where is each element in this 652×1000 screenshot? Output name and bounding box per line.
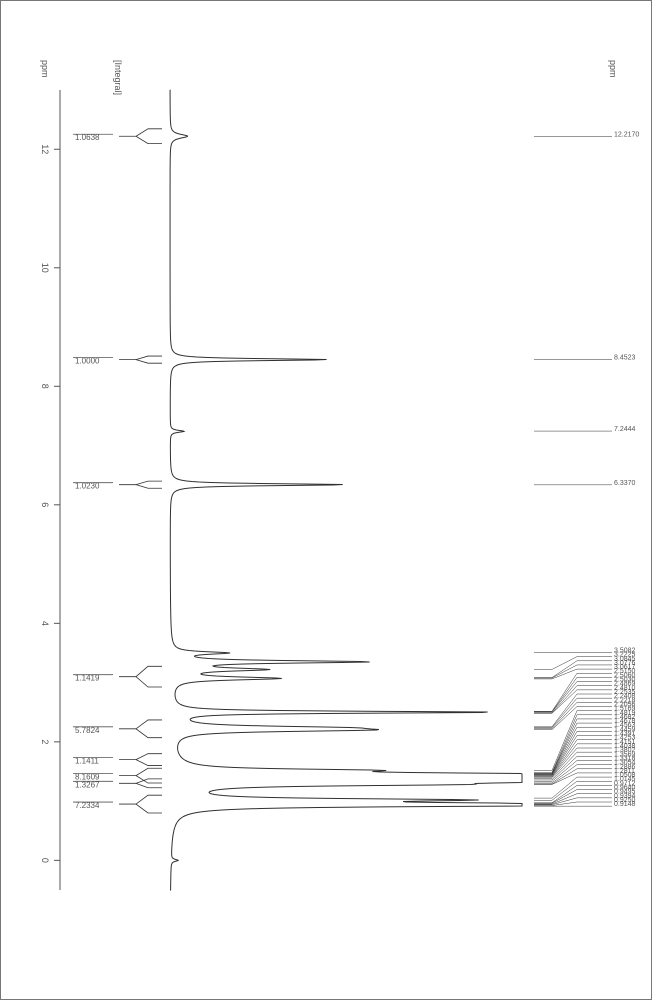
peak-leader [534, 657, 612, 670]
peak-leader [534, 665, 612, 678]
axis-tick-label: 10 [40, 263, 50, 273]
integral-bracket [136, 768, 162, 783]
integral-value: 8.1609 [75, 773, 100, 782]
integral-value: 5.7824 [75, 726, 100, 735]
integral-bracket [136, 720, 162, 738]
integral-bracket [136, 481, 162, 488]
peak-ppm-label: 6.3370 [614, 480, 636, 487]
peak-leader [534, 690, 612, 713]
peak-ppm-label: 12.2170 [614, 131, 639, 138]
spectrum-trace [170, 90, 522, 890]
integral-bracket [136, 795, 162, 813]
integral-value: 1.0000 [75, 357, 100, 366]
peak-leader [534, 777, 612, 798]
peak-leader [534, 682, 612, 712]
peak-leader [534, 736, 612, 776]
integral-bracket [136, 754, 162, 766]
axis-tick-label: 8 [40, 384, 50, 389]
axis-tick-label: 6 [40, 502, 50, 507]
integral-axis-label: [Integral] [113, 60, 123, 95]
peak-leader [534, 706, 612, 729]
integral-bracket [136, 356, 162, 363]
integral-value: 1.0638 [75, 133, 100, 142]
peak-ppm-label: 8.4523 [614, 354, 636, 361]
axis-tick-label: 2 [40, 739, 50, 744]
frame-border [1, 1, 652, 1000]
axis-tick-label: 12 [40, 144, 50, 154]
integral-value: 1.1411 [75, 757, 99, 766]
nmr-plot: 024681012ppmppm[Integral]0.91480.92500.9… [0, 0, 652, 1000]
integral-value: 1.0230 [75, 482, 100, 491]
integral-value: 1.3267 [75, 780, 100, 789]
integral-bracket [136, 129, 162, 144]
peak-leader [534, 790, 612, 804]
axis-tick-label: 4 [40, 621, 50, 626]
integral-value: 1.1419 [75, 674, 100, 683]
peak-ppm-label: 7.2444 [614, 426, 636, 433]
axis-tick-label: 0 [40, 858, 50, 863]
integral-bracket [136, 666, 162, 687]
peak-leader [534, 798, 612, 805]
integral-value: 7.2334 [75, 801, 100, 810]
axis-label-ppm: ppm [40, 60, 50, 78]
peak-leader [534, 711, 612, 771]
axis-label-ppm-top: ppm [608, 60, 618, 78]
peak-leader [534, 802, 612, 806]
peak-ppm-label: 3.5082 [614, 647, 636, 654]
peak-leader [534, 727, 612, 774]
